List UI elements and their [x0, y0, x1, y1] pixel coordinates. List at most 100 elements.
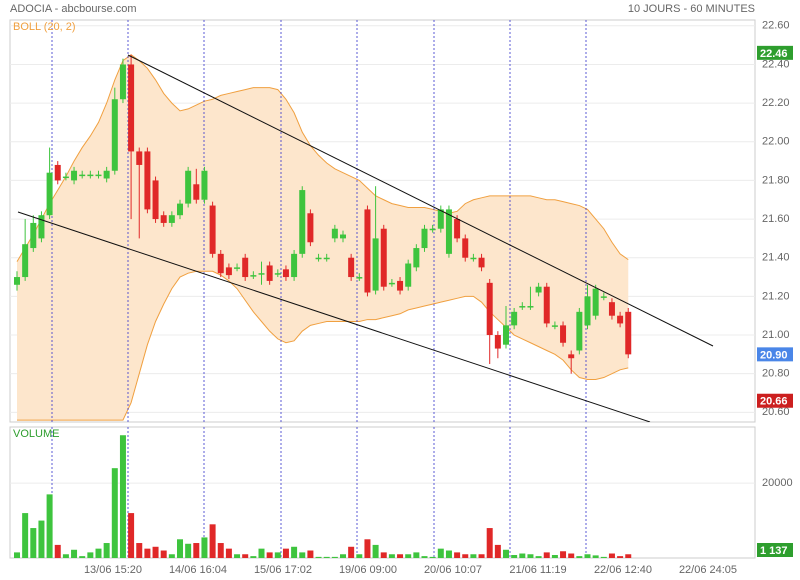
candle-body [152, 180, 159, 220]
candle-body [397, 280, 404, 291]
y-tick-label: 22.60 [762, 20, 790, 32]
price-marker [757, 347, 793, 362]
y-tick-label: 22.20 [762, 97, 790, 109]
volume-bar [527, 554, 534, 558]
candle-body [340, 234, 346, 239]
candle-body [535, 286, 542, 293]
candle-body [478, 257, 485, 268]
candle-body [119, 64, 126, 100]
y-tick-label: 21.80 [762, 174, 790, 186]
candle-body [486, 282, 493, 336]
candle-body [380, 228, 387, 287]
volume-bar [421, 556, 428, 558]
x-tick-label: 20/06 10:07 [424, 564, 482, 576]
candle-body [592, 288, 599, 316]
volume-bar [600, 556, 607, 558]
volume-bar [486, 528, 493, 558]
volume-bar [54, 544, 61, 558]
candle-body [111, 99, 118, 171]
x-tick-label: 15/06 17:02 [254, 564, 312, 576]
volume-bar [119, 435, 126, 558]
price-marker-label: 20.90 [760, 349, 788, 361]
candle-body [315, 257, 322, 260]
volume-bar [568, 553, 575, 558]
candle-body [388, 282, 395, 285]
candle-body [584, 296, 591, 326]
candle-body [225, 267, 232, 276]
volume-bar [79, 556, 86, 558]
volume-bar [405, 554, 412, 558]
candle-body [38, 215, 45, 239]
volume-bar [225, 548, 232, 558]
volume-bar [71, 549, 78, 558]
volume-bar [234, 554, 241, 558]
candle-body [519, 306, 526, 308]
candle-body [282, 269, 289, 278]
volume-bar [46, 494, 53, 558]
candle-body [266, 265, 273, 281]
bollinger-lower [17, 270, 629, 421]
y-tick-label: 21.20 [762, 290, 790, 302]
volume-bar [144, 548, 151, 558]
candle-body [413, 248, 420, 268]
candle-body [445, 209, 452, 254]
candle-body [421, 228, 428, 249]
period: 10 JOURS - 60 MINUTES [628, 3, 755, 15]
candle-body [429, 228, 436, 231]
candle-body [144, 151, 151, 210]
candle-body [372, 238, 379, 291]
volume-bar [397, 554, 404, 558]
y-tick-label: 21.60 [762, 213, 790, 225]
candle-body [307, 213, 314, 243]
candle-body [454, 219, 461, 239]
candle-body [323, 257, 330, 260]
volume-bar [356, 554, 363, 558]
volume-panel [9, 426, 756, 559]
candle-body [608, 302, 615, 316]
bollinger-upper [16, 54, 629, 262]
trend-line [127, 54, 714, 347]
candle-body [258, 273, 265, 275]
volume-bar [95, 548, 102, 558]
candle-body [600, 296, 607, 298]
candle-body [209, 205, 216, 254]
candle-body [30, 222, 37, 249]
y-tick-label: 20.60 [762, 406, 790, 418]
volume-bar [201, 537, 208, 558]
candle-body [217, 253, 224, 274]
volume-marker-label: 1 137 [760, 545, 788, 557]
candle-body [250, 275, 257, 277]
volume-bar [217, 543, 224, 558]
candle-body [46, 172, 53, 216]
volume-bar [503, 549, 509, 558]
volume-bar [193, 543, 200, 558]
volume-bar [462, 554, 469, 558]
candle-body [177, 203, 183, 216]
y-tick-label: 20000 [762, 477, 793, 489]
volume-bar [160, 550, 167, 558]
candle-body [617, 315, 624, 324]
candle-body [568, 354, 575, 359]
candle-body [348, 257, 355, 278]
volume-bar [209, 524, 216, 558]
candle-body [128, 64, 135, 152]
candle-body [185, 170, 192, 204]
volume-bar [388, 554, 395, 558]
candle-body [437, 209, 444, 229]
candle-body [62, 176, 69, 179]
volume-bar [323, 556, 330, 558]
volume-bar [429, 556, 436, 558]
y-tick-label: 20.80 [762, 368, 790, 380]
volume-bar [437, 548, 444, 558]
volume-bar [258, 548, 265, 558]
volume-bar [177, 539, 183, 558]
candle-body [543, 286, 550, 324]
indicator-label: BOLL (20, 2) [13, 21, 76, 33]
volume-bar [380, 552, 387, 558]
volume-bar [543, 552, 550, 558]
volume-bar [242, 554, 249, 558]
volume-bar [608, 553, 615, 558]
price-marker [757, 45, 793, 60]
volume-bar [625, 554, 632, 558]
y-tick-label: 22.40 [762, 58, 790, 70]
